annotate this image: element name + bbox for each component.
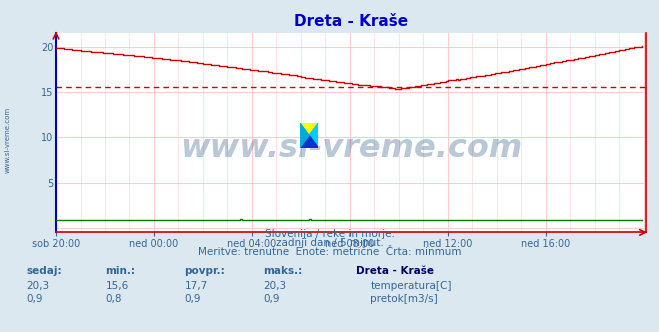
Text: 0,9: 0,9: [26, 294, 43, 304]
Text: pretok[m3/s]: pretok[m3/s]: [370, 294, 438, 304]
Text: 0,9: 0,9: [264, 294, 280, 304]
Text: Dreta - Kraše: Dreta - Kraše: [356, 266, 434, 276]
Polygon shape: [300, 123, 318, 148]
Text: 0,9: 0,9: [185, 294, 201, 304]
Text: maks.:: maks.:: [264, 266, 303, 276]
Polygon shape: [300, 123, 318, 135]
Text: Slovenija / reke in morje.: Slovenija / reke in morje.: [264, 229, 395, 239]
Text: www.si-vreme.com: www.si-vreme.com: [180, 133, 522, 164]
Text: 20,3: 20,3: [26, 281, 49, 291]
Text: Meritve: trenutne  Enote: metrične  Črta: minmum: Meritve: trenutne Enote: metrične Črta: …: [198, 247, 461, 257]
Text: zadnji dan / 5 minut.: zadnji dan / 5 minut.: [275, 238, 384, 248]
Text: 0,8: 0,8: [105, 294, 122, 304]
Text: povpr.:: povpr.:: [185, 266, 225, 276]
Polygon shape: [300, 123, 309, 148]
Polygon shape: [300, 123, 309, 135]
Text: sedaj:: sedaj:: [26, 266, 62, 276]
Polygon shape: [309, 123, 318, 148]
Text: temperatura[C]: temperatura[C]: [370, 281, 452, 291]
Text: 15,6: 15,6: [105, 281, 129, 291]
Polygon shape: [300, 123, 318, 148]
Title: Dreta - Kraše: Dreta - Kraše: [294, 14, 408, 29]
Polygon shape: [309, 123, 318, 135]
Text: 17,7: 17,7: [185, 281, 208, 291]
Polygon shape: [300, 135, 318, 148]
Text: min.:: min.:: [105, 266, 136, 276]
Text: www.si-vreme.com: www.si-vreme.com: [5, 106, 11, 173]
Text: 20,3: 20,3: [264, 281, 287, 291]
